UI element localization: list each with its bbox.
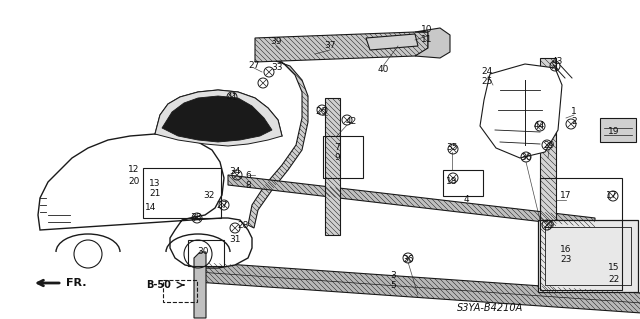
Bar	[323, 136, 363, 178]
Text: 15: 15	[608, 263, 620, 272]
Polygon shape	[325, 98, 340, 235]
Text: 16: 16	[560, 244, 572, 254]
Text: 17: 17	[560, 191, 572, 201]
Polygon shape	[196, 262, 640, 314]
Text: 3: 3	[390, 271, 396, 279]
Text: 9: 9	[334, 153, 340, 162]
Text: 18: 18	[446, 176, 458, 186]
Text: 31: 31	[229, 235, 241, 244]
Text: 20: 20	[128, 176, 140, 186]
Text: FR.: FR.	[66, 278, 86, 288]
Text: 40: 40	[378, 65, 388, 75]
Text: 36: 36	[520, 153, 532, 162]
Text: 34: 34	[229, 167, 241, 176]
Bar	[540, 178, 622, 290]
Text: 23: 23	[560, 256, 572, 264]
Text: 17: 17	[606, 191, 618, 201]
Text: 37: 37	[324, 41, 336, 50]
Text: 26: 26	[316, 108, 326, 116]
Text: 35: 35	[446, 144, 458, 152]
Text: 43: 43	[551, 57, 563, 66]
Polygon shape	[600, 118, 636, 142]
Text: 29: 29	[543, 220, 555, 229]
Text: 1: 1	[571, 108, 577, 116]
Text: 22: 22	[609, 275, 620, 284]
Text: 10: 10	[421, 26, 433, 34]
Text: 30: 30	[197, 247, 209, 256]
Text: 21: 21	[149, 189, 161, 198]
Polygon shape	[228, 175, 595, 228]
Text: 6: 6	[245, 170, 251, 180]
Polygon shape	[545, 227, 631, 285]
Text: 32: 32	[204, 190, 214, 199]
Bar	[188, 240, 224, 266]
Text: 27: 27	[216, 201, 228, 210]
Bar	[163, 280, 197, 302]
Polygon shape	[255, 32, 428, 62]
Text: 13: 13	[149, 179, 161, 188]
Text: 8: 8	[245, 182, 251, 190]
Text: 36: 36	[403, 256, 413, 264]
Polygon shape	[194, 252, 206, 318]
Text: 24: 24	[481, 68, 493, 77]
Text: 4: 4	[463, 196, 469, 204]
Bar	[443, 170, 483, 196]
Polygon shape	[415, 28, 450, 58]
Text: B-50: B-50	[146, 280, 171, 290]
Text: 19: 19	[608, 127, 620, 136]
Text: 44: 44	[533, 121, 545, 130]
Polygon shape	[162, 96, 272, 142]
Text: S3YA-B4210A: S3YA-B4210A	[457, 303, 523, 313]
Text: 25: 25	[481, 78, 493, 86]
Polygon shape	[366, 34, 418, 50]
Text: 5: 5	[390, 280, 396, 290]
Polygon shape	[538, 220, 638, 292]
Text: 12: 12	[128, 166, 140, 174]
Text: 33: 33	[271, 63, 283, 71]
Text: 39: 39	[270, 38, 282, 47]
Text: 42: 42	[346, 117, 356, 127]
Text: 41: 41	[227, 93, 237, 102]
Text: 14: 14	[145, 203, 157, 211]
Text: 2: 2	[571, 117, 577, 127]
Text: 28: 28	[237, 220, 249, 229]
Polygon shape	[540, 58, 556, 292]
Text: 11: 11	[421, 35, 433, 44]
Polygon shape	[248, 55, 308, 228]
Text: 38: 38	[190, 213, 202, 222]
Polygon shape	[155, 90, 282, 146]
Polygon shape	[38, 134, 252, 268]
Polygon shape	[480, 64, 562, 158]
Bar	[143, 168, 221, 218]
Text: 27: 27	[248, 61, 260, 70]
Text: 7: 7	[334, 144, 340, 152]
Text: 29: 29	[543, 140, 555, 150]
